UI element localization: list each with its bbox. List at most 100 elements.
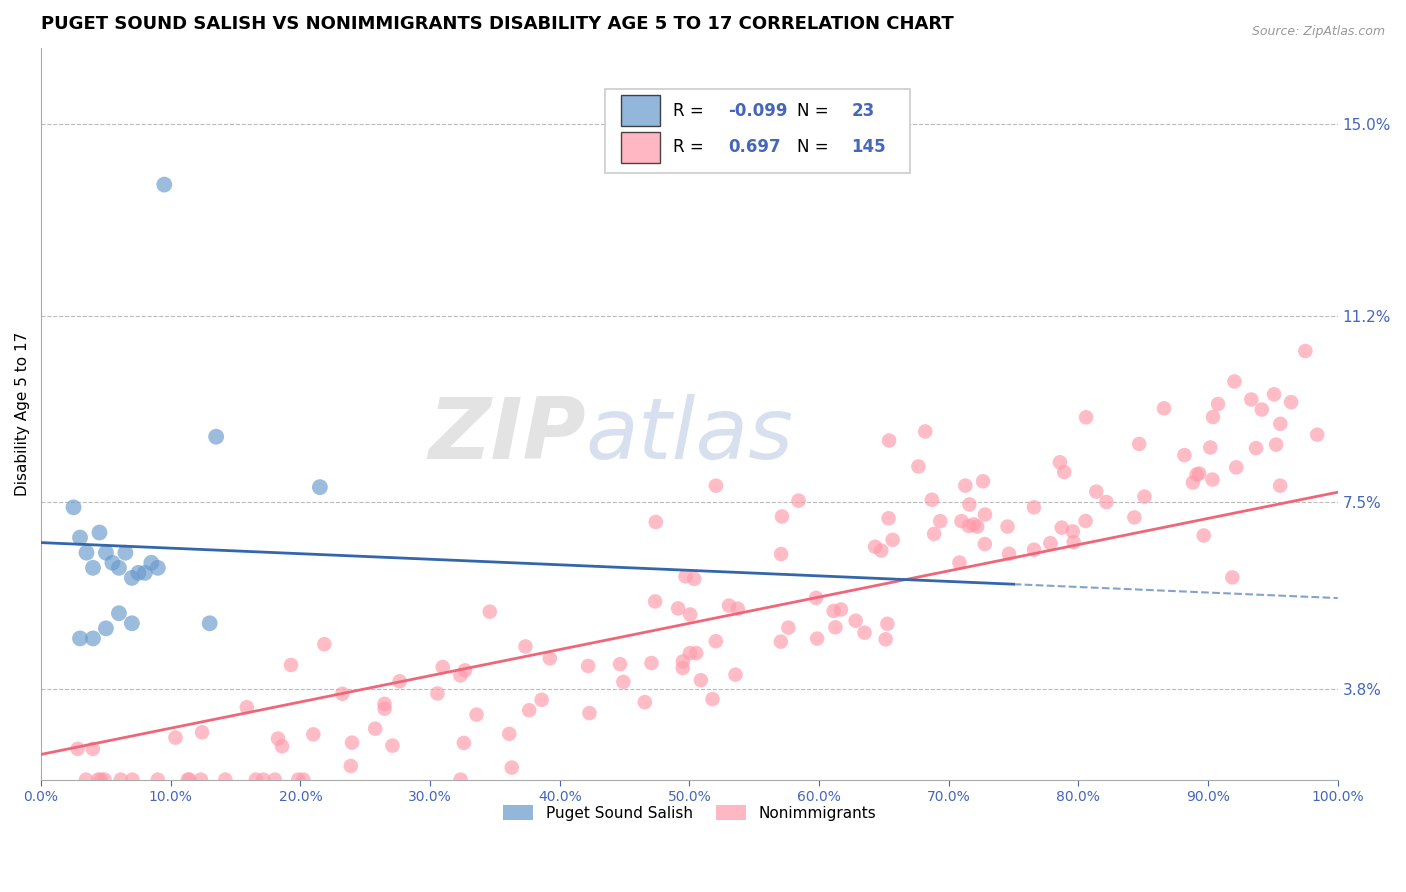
Point (1062, 524, 1084, 539)
Point (76, 546, 98, 560)
Point (973, 537, 995, 551)
Point (94, 546, 117, 560)
Point (205, 430, 228, 444)
Point (1265, 437, 1288, 451)
Text: R =: R = (672, 102, 709, 120)
Point (997, 519, 1019, 533)
Point (190, 772, 212, 787)
Point (724, 667, 747, 681)
Point (1123, 510, 1146, 524)
Point (679, 646, 702, 660)
Point (853, 625, 876, 640)
Point (478, 605, 501, 619)
Point (332, 687, 354, 701)
Point (69, 632, 91, 646)
Point (1199, 441, 1222, 455)
Point (1244, 441, 1267, 455)
Point (806, 632, 828, 646)
Point (957, 519, 980, 533)
Point (110, 772, 132, 787)
Point (1201, 473, 1223, 487)
Point (717, 599, 740, 613)
Point (302, 727, 325, 741)
Point (1022, 542, 1045, 557)
Text: N =: N = (797, 138, 834, 156)
Point (921, 492, 943, 507)
Point (538, 651, 561, 665)
Point (1053, 465, 1076, 479)
Point (870, 543, 893, 558)
Text: -0.099: -0.099 (728, 102, 787, 120)
Point (612, 674, 634, 689)
Point (704, 479, 727, 493)
Point (1225, 460, 1247, 475)
Point (704, 634, 727, 648)
Point (82, 742, 104, 756)
Point (94, 621, 117, 635)
Point (453, 736, 475, 750)
Point (340, 736, 363, 750)
Text: Source: ZipAtlas.com: Source: ZipAtlas.com (1251, 25, 1385, 38)
Point (1153, 401, 1175, 416)
Point (498, 727, 520, 741)
Point (454, 664, 477, 678)
Point (177, 772, 200, 787)
Point (929, 514, 952, 528)
Point (373, 697, 395, 711)
Text: N =: N = (797, 102, 834, 120)
Point (75, 772, 97, 787)
Point (198, 616, 221, 631)
Point (1306, 427, 1329, 442)
Point (830, 602, 852, 616)
Point (689, 673, 711, 688)
Point (82, 632, 104, 646)
Point (666, 601, 689, 615)
Point (1270, 478, 1292, 492)
Point (877, 434, 900, 448)
Point (778, 621, 800, 635)
Point (950, 514, 973, 528)
Point (134, 566, 156, 580)
Point (914, 425, 936, 439)
Point (1133, 490, 1156, 504)
FancyBboxPatch shape (620, 132, 659, 162)
Point (823, 604, 845, 618)
Point (271, 739, 294, 754)
Point (727, 601, 749, 615)
Point (62, 500, 84, 515)
Point (69, 531, 91, 545)
Point (1050, 521, 1073, 535)
Point (108, 606, 131, 620)
Point (1270, 417, 1292, 431)
Point (1074, 514, 1097, 528)
FancyBboxPatch shape (605, 88, 910, 173)
Point (245, 772, 267, 787)
Point (252, 772, 274, 787)
Point (907, 459, 929, 474)
Point (146, 561, 169, 575)
Point (1220, 570, 1243, 584)
Point (108, 561, 131, 575)
Point (1188, 467, 1211, 481)
Point (824, 620, 846, 634)
Point (576, 659, 599, 673)
Point (1063, 535, 1085, 549)
Point (450, 772, 472, 787)
Point (364, 722, 387, 736)
Point (769, 634, 792, 648)
Point (1181, 475, 1204, 490)
Text: R =: R = (672, 138, 709, 156)
Point (191, 725, 214, 739)
Point (236, 700, 259, 714)
Y-axis label: Disability Age 5 to 17: Disability Age 5 to 17 (15, 332, 30, 496)
Text: 23: 23 (852, 102, 875, 120)
Point (280, 657, 302, 672)
Point (93, 772, 115, 787)
Point (972, 475, 994, 489)
Point (1202, 409, 1225, 424)
Point (1095, 495, 1118, 509)
Point (517, 703, 540, 717)
Point (1240, 392, 1263, 407)
Point (770, 547, 793, 561)
Point (465, 707, 488, 722)
